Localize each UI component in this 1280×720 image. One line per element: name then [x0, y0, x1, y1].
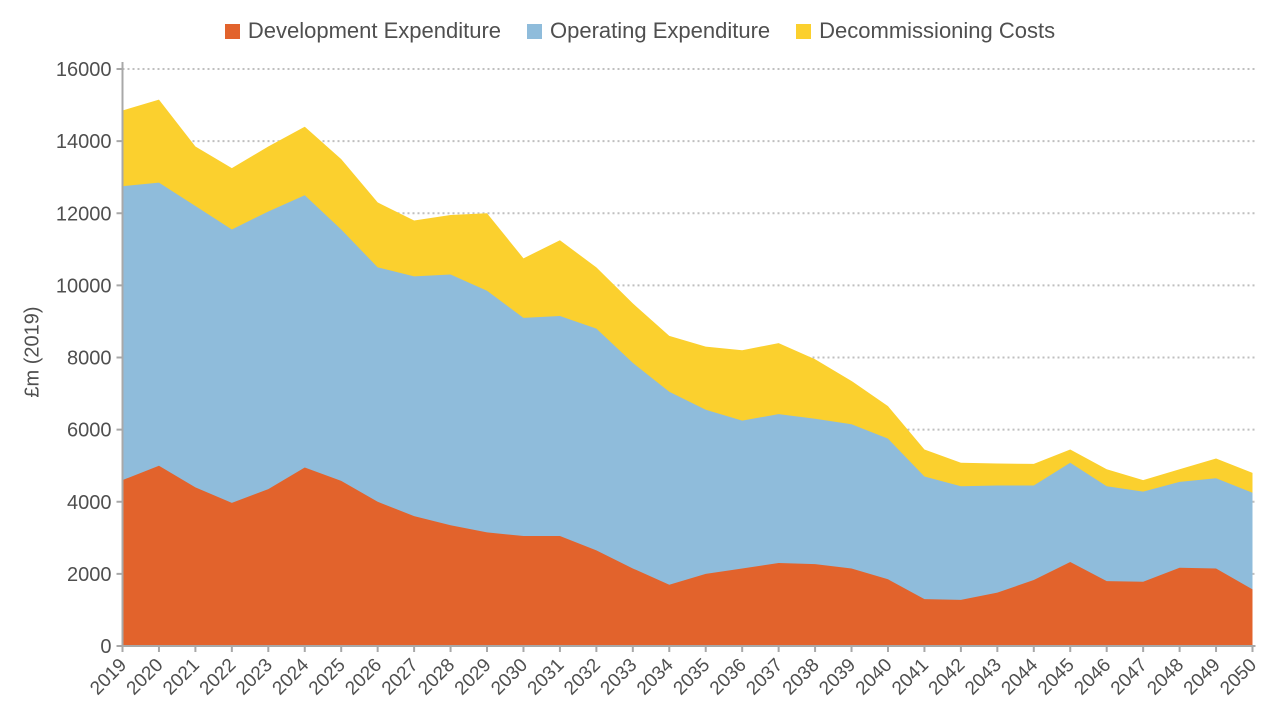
x-tick-label-2024: 2024 — [269, 654, 314, 699]
y-tick-label: 16000 — [56, 59, 112, 81]
area-development-expenditure — [122, 465, 1253, 646]
x-tick-label-2032: 2032 — [560, 655, 605, 700]
x-tick-label-2025: 2025 — [305, 655, 350, 700]
y-tick-label: 10000 — [56, 275, 112, 297]
x-tick-label-2036: 2036 — [706, 655, 751, 700]
x-tick-label-2039: 2039 — [815, 655, 860, 700]
y-axis-ticks: 0 2000 4000 6000 8000 10000 12000 14000 16000 — [56, 59, 123, 658]
x-tick-label-2026: 2026 — [341, 655, 386, 700]
x-tick-label-2035: 2035 — [670, 655, 715, 700]
legend-item-development-expenditure: Development Expenditure — [224, 16, 502, 46]
x-tick-label-2042: 2042 — [925, 655, 970, 700]
x-tick-label-2021: 2021 — [159, 655, 204, 700]
x-tick-label-2049: 2049 — [1180, 655, 1225, 700]
y-tick-label: 12000 — [56, 203, 112, 225]
x-tick-label-2040: 2040 — [852, 655, 897, 700]
x-tick-label-2027: 2027 — [378, 655, 423, 700]
legend-label-operating-expenditure: Operating Expenditure — [550, 18, 771, 43]
y-tick-label: 6000 — [67, 420, 112, 442]
x-tick-label-2019: 2019 — [86, 655, 131, 700]
x-tick-label-2020: 2020 — [123, 655, 168, 700]
legend-label-decommissioning-costs: Decommissioning Costs — [819, 18, 1056, 43]
legend-item-operating-expenditure: Operating Expenditure — [527, 16, 770, 46]
y-tick-label: 2000 — [67, 564, 112, 586]
x-tick-label-2045: 2045 — [1034, 655, 1079, 700]
x-tick-label-2048: 2048 — [1143, 655, 1188, 700]
x-tick-label-2043: 2043 — [961, 655, 1006, 700]
x-tick-label-2029: 2029 — [451, 655, 496, 700]
x-tick-label-2030: 2030 — [487, 655, 532, 700]
legend-swatch-development-expenditure — [224, 23, 240, 39]
x-tick-label-2031: 2031 — [524, 655, 569, 700]
x-tick-label-2023: 2023 — [232, 655, 277, 700]
legend-label-development-expenditure: Development Expenditure — [247, 18, 502, 43]
legend: Development Expenditure Operating Expendi… — [0, 16, 1280, 46]
x-tick-label-2034: 2034 — [633, 654, 678, 699]
x-tick-label-2041: 2041 — [888, 655, 933, 700]
legend-swatch-operating-expenditure — [527, 23, 543, 39]
legend-item-decommissioning-costs: Decommissioning Costs — [796, 16, 1055, 46]
x-tick-label-2033: 2033 — [597, 655, 642, 700]
legend-swatch-decommissioning-costs — [796, 23, 812, 39]
axes — [121, 62, 1256, 647]
x-tick-label-2037: 2037 — [742, 655, 787, 700]
y-axis-title: £m (2019) — [21, 306, 44, 398]
x-tick-label-2050: 2050 — [1216, 655, 1261, 700]
areas — [122, 99, 1253, 647]
x-axis-ticks: 2019202020212022202320242025202620272028… — [86, 646, 1261, 699]
x-tick-label-2028: 2028 — [414, 655, 459, 700]
x-tick-label-2046: 2046 — [1070, 655, 1115, 700]
x-tick-label-2038: 2038 — [779, 655, 824, 700]
x-tick-label-2022: 2022 — [196, 655, 241, 700]
x-tick-label-2047: 2047 — [1107, 655, 1152, 700]
y-tick-label: 8000 — [67, 348, 112, 370]
x-tick-label-2044: 2044 — [998, 654, 1043, 699]
y-tick-label: 0 — [100, 636, 111, 658]
y-tick-label: 14000 — [56, 131, 112, 153]
y-tick-label: 4000 — [67, 492, 112, 514]
